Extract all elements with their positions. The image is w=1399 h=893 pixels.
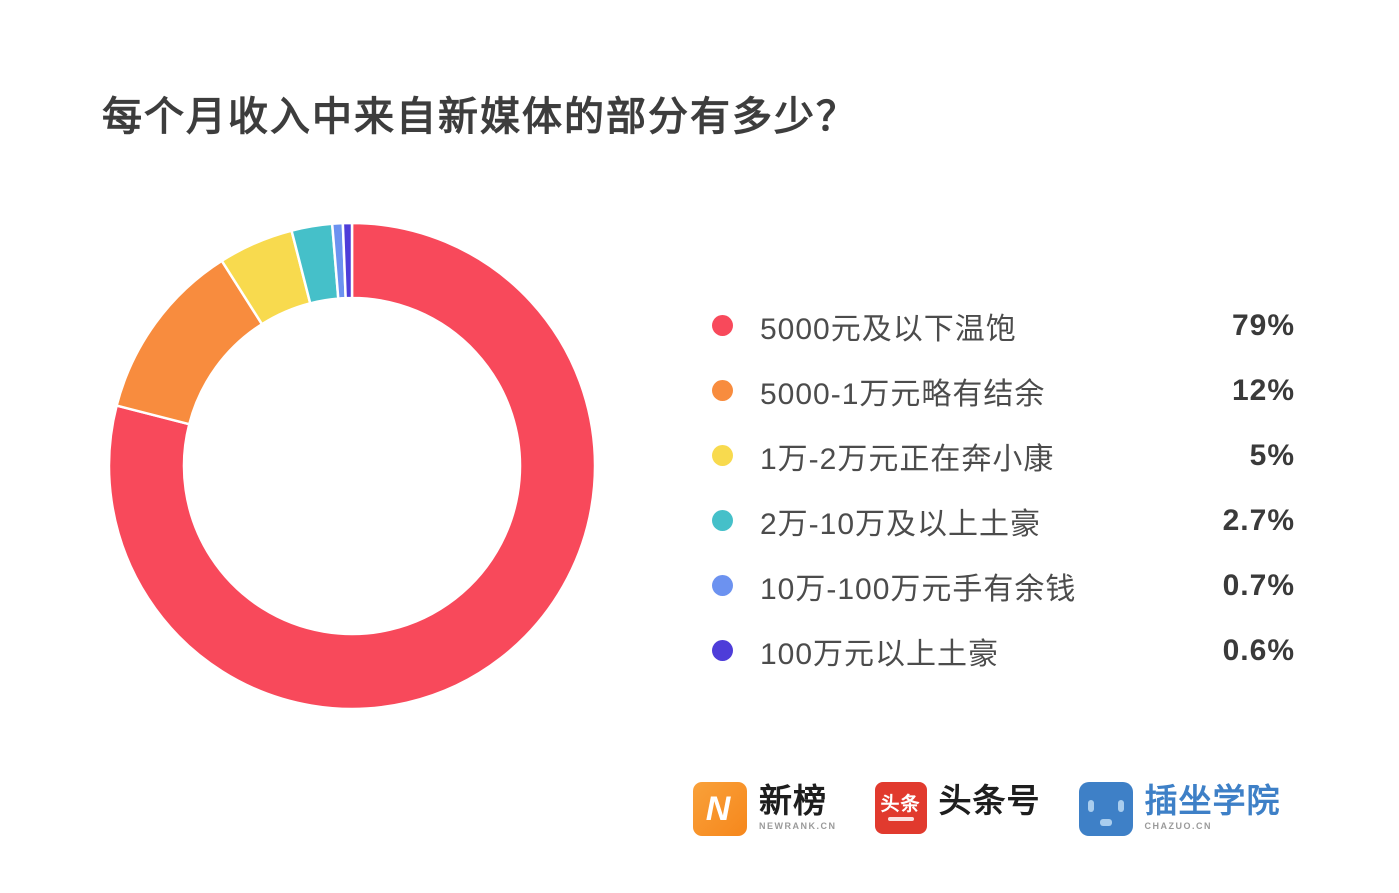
- newrank-icon-letter: N: [705, 789, 731, 828]
- legend-row: 100万元以上土豪 0.6%: [712, 618, 1295, 683]
- newrank-logo-icon: N: [693, 782, 747, 836]
- legend-color-dot-icon: [712, 380, 733, 401]
- newrank-brand-subtext: NEWRANK.CN: [759, 820, 837, 831]
- brand-chazuo: 插坐学院 CHAZUO.CN: [1078, 782, 1281, 836]
- legend-label: 5000元及以下温饱: [760, 312, 1017, 346]
- chart-legend: 5000元及以下温饱 79% 5000-1万元略有结余 12% 1万-2万元正在奔小康 5…: [712, 293, 1295, 683]
- legend-color-dot-icon: [712, 445, 733, 466]
- chazuo-brand-subtext: CHAZUO.CN: [1144, 820, 1212, 831]
- legend-value: 5%: [1249, 438, 1295, 472]
- legend-label: 5000-1万元略有结余: [760, 377, 1046, 411]
- donut-chart: [102, 216, 602, 716]
- legend-row: 10万-100万元手有余钱 0.7%: [712, 553, 1295, 618]
- chazuo-logo-icon: [1078, 782, 1133, 836]
- toutiao-icon-bar: [887, 817, 914, 821]
- brand-toutiao: 头条 头条号: [874, 782, 1041, 834]
- legend-value: 2.7%: [1222, 503, 1295, 537]
- legend-label: 1万-2万元正在奔小康: [760, 442, 1055, 476]
- brand-newrank: N 新榜 NEWRANK.CN: [693, 782, 837, 836]
- donut-slice-0: [107, 221, 597, 711]
- page-title: 每个月收入中来自新媒体的部分有多少？: [102, 95, 858, 139]
- legend-value: 79%: [1231, 308, 1295, 342]
- toutiao-logo-icon: 头条: [874, 782, 927, 834]
- chazuo-icon-mouth: [1099, 819, 1112, 826]
- legend-value: 0.7%: [1222, 568, 1295, 602]
- legend-label: 10万-100万元手有余钱: [760, 572, 1077, 606]
- legend-color-dot-icon: [712, 315, 733, 336]
- legend-label: 100万元以上土豪: [760, 637, 1000, 671]
- legend-row: 5000元及以下温饱 79%: [712, 293, 1295, 358]
- legend-row: 5000-1万元略有结余 12%: [712, 358, 1295, 423]
- toutiao-brand-name: 头条号: [938, 782, 1041, 819]
- legend-color-dot-icon: [712, 640, 733, 661]
- legend-row: 2万-10万及以上土豪 2.7%: [712, 488, 1295, 553]
- legend-value: 12%: [1231, 373, 1295, 407]
- legend-row: 1万-2万元正在奔小康 5%: [712, 423, 1295, 488]
- legend-value: 0.6%: [1222, 633, 1295, 667]
- donut-chart-svg: [107, 221, 597, 711]
- legend-label: 2万-10万及以上土豪: [760, 507, 1042, 541]
- toutiao-icon-text: 头条: [880, 794, 921, 815]
- legend-color-dot-icon: [712, 510, 733, 531]
- donut-slice-5: [341, 221, 354, 300]
- brand-footer: N 新榜 NEWRANK.CN 头条 头条号 插坐学院: [693, 782, 1281, 836]
- newrank-brand-name: 新榜: [759, 782, 827, 819]
- legend-color-dot-icon: [712, 575, 733, 596]
- chazuo-icon-eye: [1087, 800, 1094, 812]
- chazuo-brand-name: 插坐学院: [1144, 782, 1281, 819]
- chazuo-icon-eye: [1117, 800, 1124, 812]
